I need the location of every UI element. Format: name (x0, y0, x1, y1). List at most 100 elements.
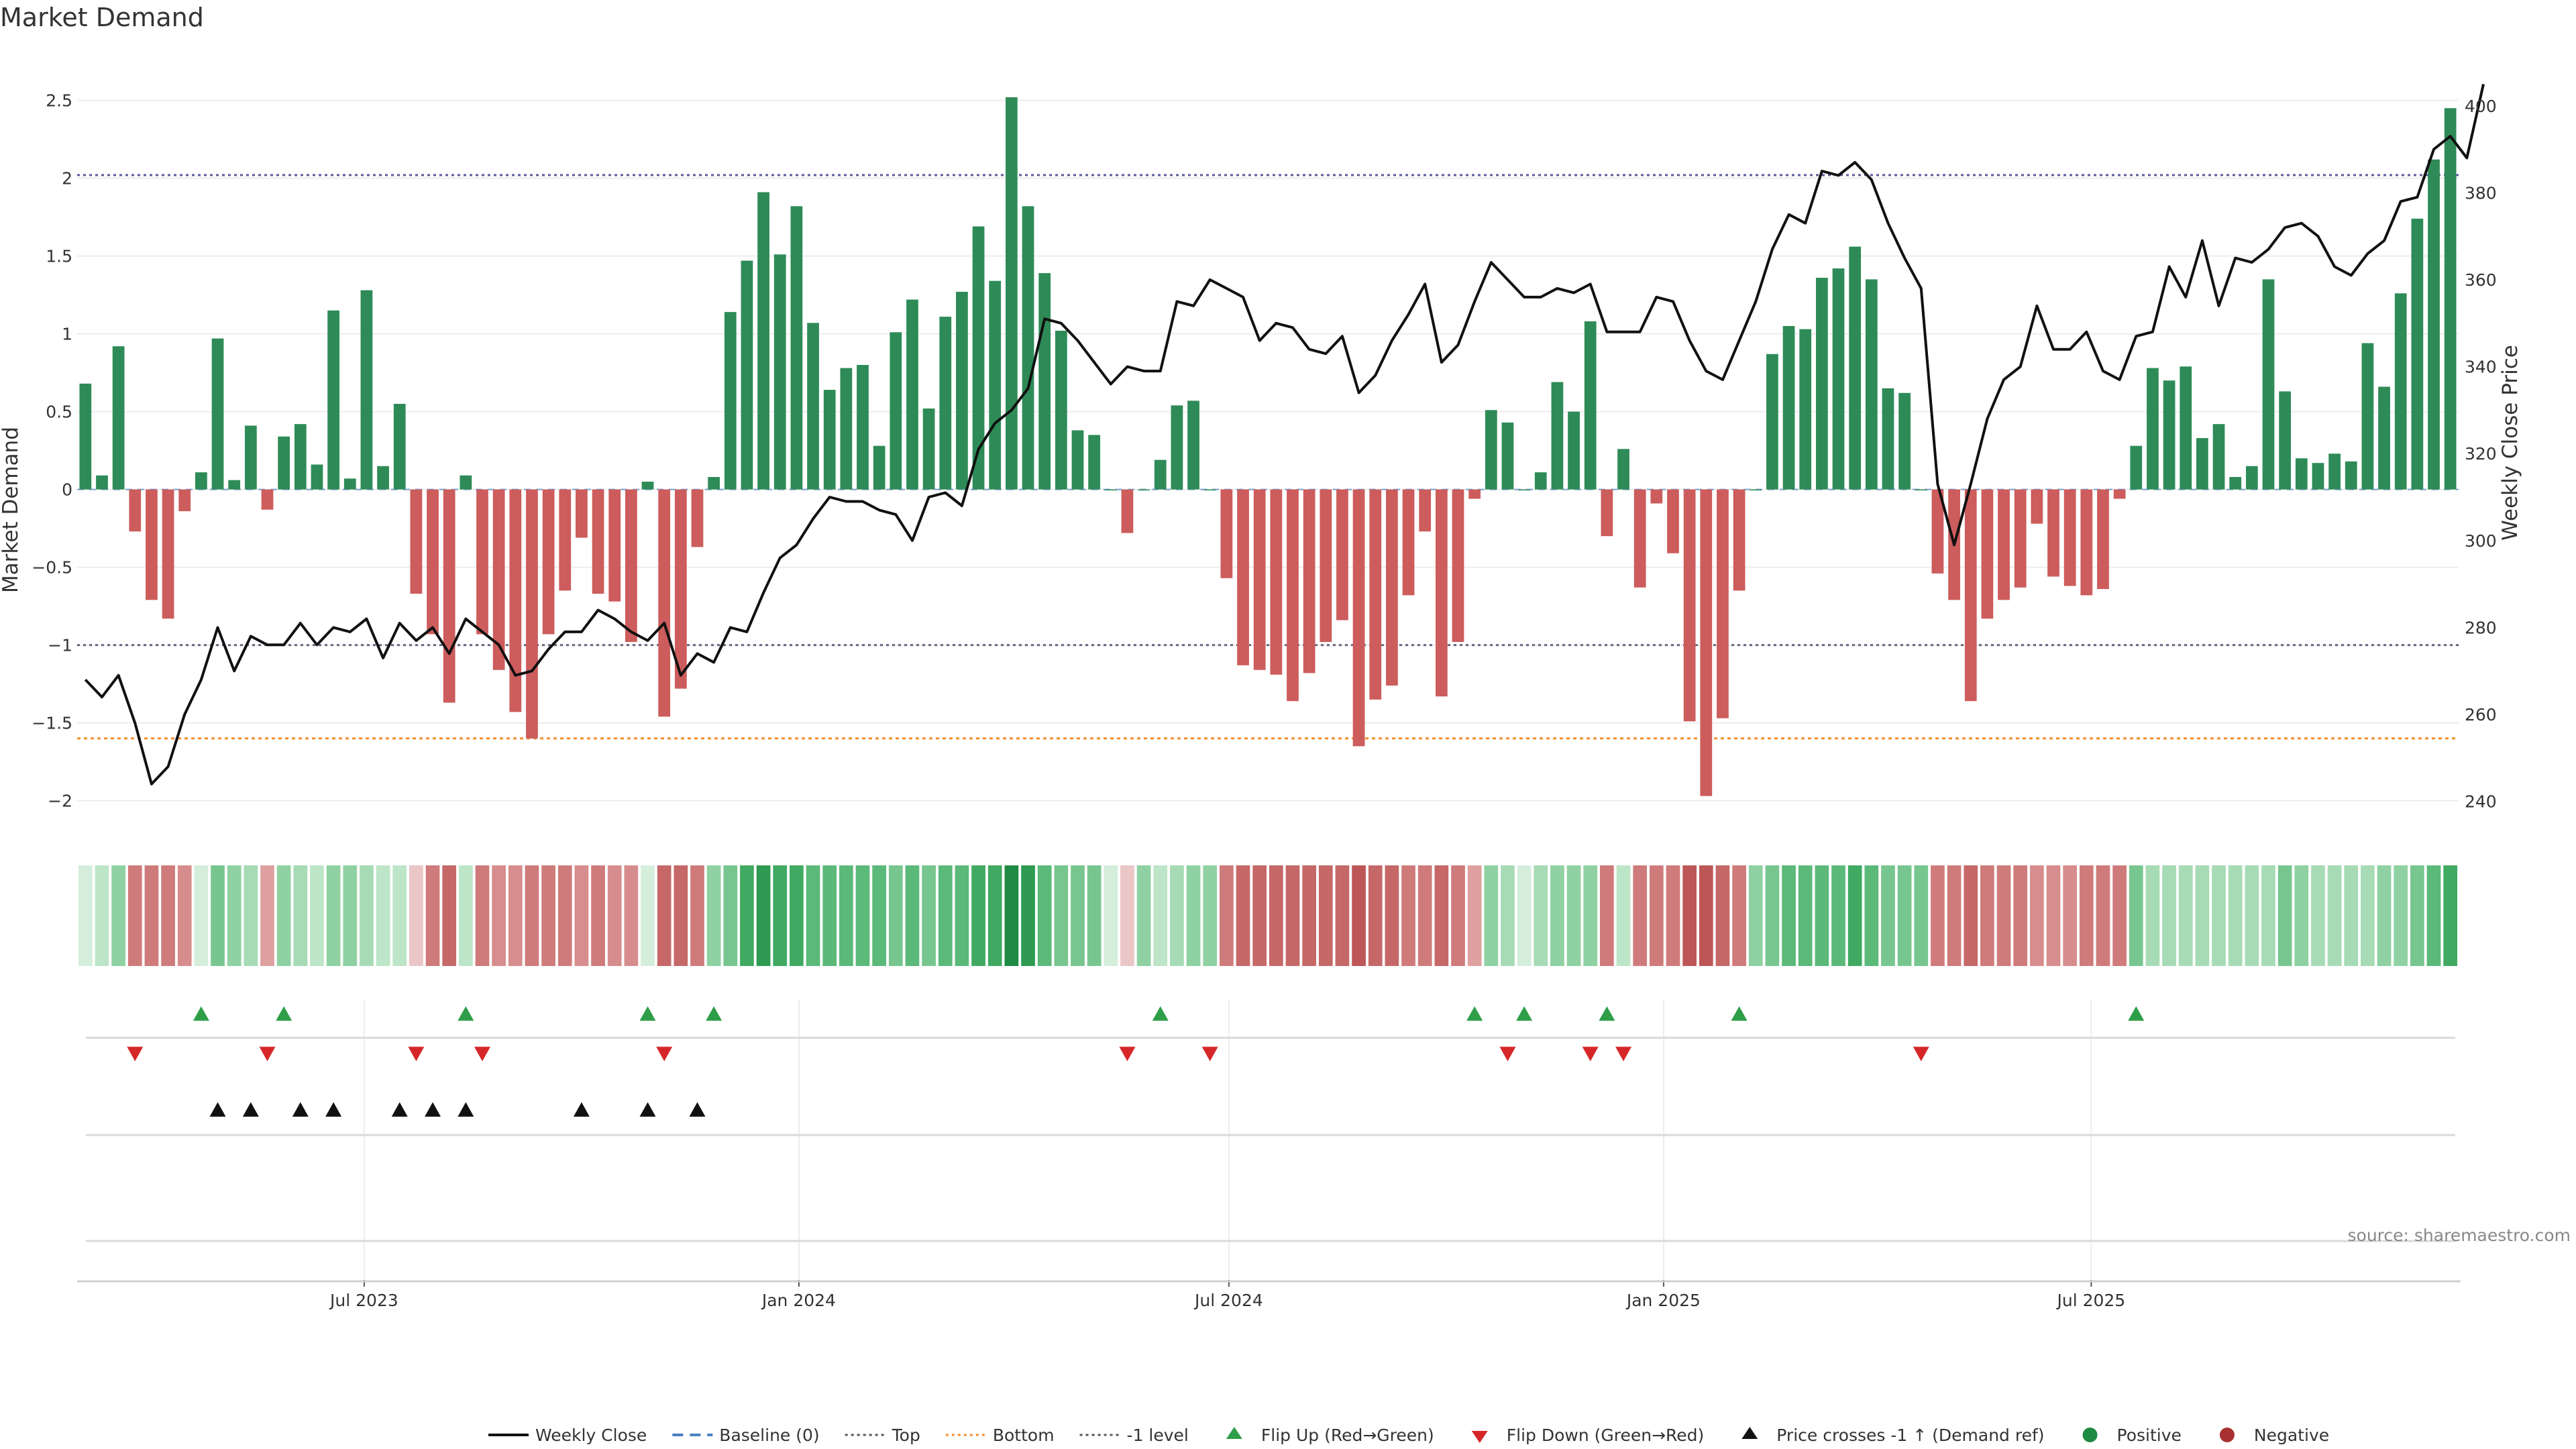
demand-bar-negative (559, 489, 572, 591)
legend-label: Weekly Close (535, 1426, 647, 1445)
price-cross-marker (639, 1102, 656, 1117)
heat-cell (1815, 865, 1829, 966)
legend-label: Flip Up (Red→Green) (1261, 1426, 1434, 1445)
heat-cell (1467, 865, 1482, 966)
demand-bar-positive (278, 436, 290, 490)
heat-cell (674, 865, 688, 966)
demand-bar-negative (1964, 489, 1977, 702)
demand-bar-positive (2411, 218, 2424, 490)
weekly-close-line (84, 83, 2485, 786)
heat-cell (1980, 865, 1994, 966)
price-cross-marker (425, 1102, 441, 1117)
heat-cell (872, 865, 887, 966)
legend-label: Bottom (993, 1426, 1055, 1445)
demand-bar-negative (178, 489, 191, 512)
flip-up-marker (276, 1006, 292, 1021)
demand-bar-negative (1386, 489, 1398, 686)
demand-bar-positive (2163, 380, 2176, 490)
heat-cell (574, 865, 589, 966)
demand-bar-negative (443, 489, 455, 703)
flip-up-marker (193, 1006, 209, 1021)
flip-up-marker (1599, 1006, 1615, 1021)
x-tick-label: Jul 2023 (329, 1291, 398, 1310)
demand-bar-positive (890, 332, 902, 490)
legend-label: Price crosses -1 ↑ (Demand ref) (1776, 1426, 2044, 1445)
heat-cell (657, 865, 672, 966)
heat-cell (1203, 865, 1218, 966)
heat-cell (211, 865, 225, 966)
demand-bar-positive (1898, 392, 1911, 490)
demand-bar-positive (327, 310, 339, 490)
heat-strip (78, 865, 2458, 966)
demand-bar-positive (1501, 422, 1514, 490)
demand-bar-positive (1849, 246, 1862, 490)
demand-bar-negative (1237, 489, 1249, 665)
demand-bar-positive (343, 478, 356, 490)
heat-cell (1534, 865, 1548, 966)
heat-cell (127, 865, 142, 966)
heat-cell (855, 865, 870, 966)
demand-bar-positive (906, 299, 918, 490)
demand-bar-negative (1998, 489, 2010, 600)
heat-cell (607, 865, 622, 966)
demand-bar-positive (1584, 321, 1597, 490)
demand-bar-negative (162, 489, 174, 619)
y2-tick-label: 280 (2465, 618, 2497, 637)
demand-bar-negative (492, 489, 505, 670)
flip-up-marker (1516, 1006, 1533, 1021)
heat-cell (2394, 865, 2408, 966)
heat-cell (1451, 865, 1465, 966)
demand-bar-positive (2180, 366, 2192, 490)
y-tick-label: −1 (48, 636, 72, 655)
price-cross-marker (458, 1102, 474, 1117)
demand-bar-negative (542, 489, 555, 635)
legend: Weekly Close Baseline (0) Top Bottom -1 leve… (488, 1426, 2329, 1445)
demand-bars (79, 97, 2457, 796)
y-tick-label: 2 (62, 169, 72, 189)
demand-bar-positive (1171, 405, 1183, 490)
heat-cell (1864, 865, 1879, 966)
grid-lines (77, 99, 2459, 1281)
heat-cell (1831, 865, 1845, 966)
heat-cell (293, 865, 308, 966)
heat-cell (1236, 865, 1250, 966)
demand-bar-negative (427, 489, 439, 635)
heat-cell (756, 865, 771, 966)
y-tick-label: 0 (62, 480, 72, 500)
demand-bar-positive (972, 226, 985, 490)
heat-cell (2277, 865, 2292, 966)
demand-bar-positive (1815, 278, 1828, 490)
heat-cell (1252, 865, 1267, 966)
price-cross-marker (292, 1102, 309, 1117)
demand-bar-negative (1253, 489, 1266, 670)
demand-bar-negative (1717, 489, 1729, 718)
heat-cell (1302, 865, 1316, 966)
demand-bar-negative (625, 489, 637, 642)
flip-down-marker (259, 1046, 276, 1061)
heat-cell (177, 865, 192, 966)
heat-cell (591, 865, 605, 966)
demand-bar-positive (2428, 159, 2440, 490)
demand-bar-negative (576, 489, 588, 538)
demand-bar-positive (294, 424, 307, 490)
y-tick-label: −2 (48, 792, 72, 811)
heat-cell (557, 865, 572, 966)
heat-cell (706, 865, 721, 966)
price-cross-marker (209, 1102, 226, 1117)
heat-cell (641, 865, 655, 966)
demand-bar-negative (1650, 489, 1663, 504)
heat-cell (161, 865, 175, 966)
demand-bar-negative (1369, 489, 1382, 700)
flip-down-marker (408, 1046, 425, 1061)
heat-cell (1600, 865, 1614, 966)
heat-cell (1136, 865, 1151, 966)
demand-bar-negative (1287, 489, 1299, 702)
demand-bar-positive (2196, 438, 2208, 490)
demand-bar-negative (1402, 489, 1415, 596)
flip-up-marker (706, 1006, 722, 1021)
demand-bar-negative (129, 489, 142, 532)
heat-cell (2327, 865, 2342, 966)
heat-cell (442, 865, 457, 966)
heat-cell (1881, 865, 1895, 966)
heat-cell (1037, 865, 1052, 966)
